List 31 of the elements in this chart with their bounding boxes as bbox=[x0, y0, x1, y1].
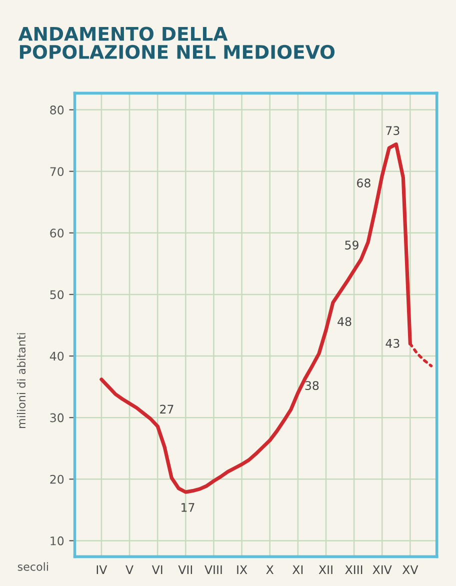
y-tick-label: 20 bbox=[50, 474, 64, 484]
y-tick-label: 60 bbox=[50, 228, 64, 238]
y-axis-title: milioni di abitanti bbox=[16, 333, 26, 428]
x-axis-title: secoli bbox=[18, 562, 48, 571]
annotation: 59 bbox=[345, 240, 358, 250]
y-tick-label: 40 bbox=[50, 352, 64, 361]
x-tick-label: XV bbox=[402, 565, 418, 574]
chart-title: ANDAMENTO DELLA POPOLAZIONE NEL MEDIOEVO bbox=[18, 26, 335, 60]
y-tick-label: 80 bbox=[50, 106, 64, 114]
x-tick-label: X bbox=[266, 565, 274, 574]
x-tick-label: XIII bbox=[345, 565, 362, 574]
x-tick-label: IX bbox=[237, 565, 248, 574]
annotation: 68 bbox=[357, 178, 370, 188]
annotation: 38 bbox=[305, 381, 319, 390]
annotation: 43 bbox=[386, 338, 400, 348]
x-tick-label: XII bbox=[318, 565, 332, 574]
x-tick-label: IV bbox=[96, 565, 108, 574]
y-tick-label: 10 bbox=[50, 536, 64, 546]
x-tick-label: VII bbox=[178, 565, 192, 574]
y-tick-label: 70 bbox=[50, 167, 64, 176]
annotation: 73 bbox=[386, 126, 400, 136]
annotation: 48 bbox=[338, 317, 352, 326]
x-tick-label: XIV bbox=[372, 565, 392, 574]
y-tick-label: 50 bbox=[50, 290, 64, 300]
x-tick-label: VIII bbox=[204, 565, 222, 574]
annotation: 17 bbox=[182, 503, 194, 512]
x-tick-label: XI bbox=[292, 565, 303, 574]
x-tick-label: V bbox=[126, 565, 134, 574]
x-tick-label: VI bbox=[152, 565, 162, 574]
annotation: 27 bbox=[160, 404, 174, 414]
y-tick-label: 30 bbox=[50, 413, 64, 422]
